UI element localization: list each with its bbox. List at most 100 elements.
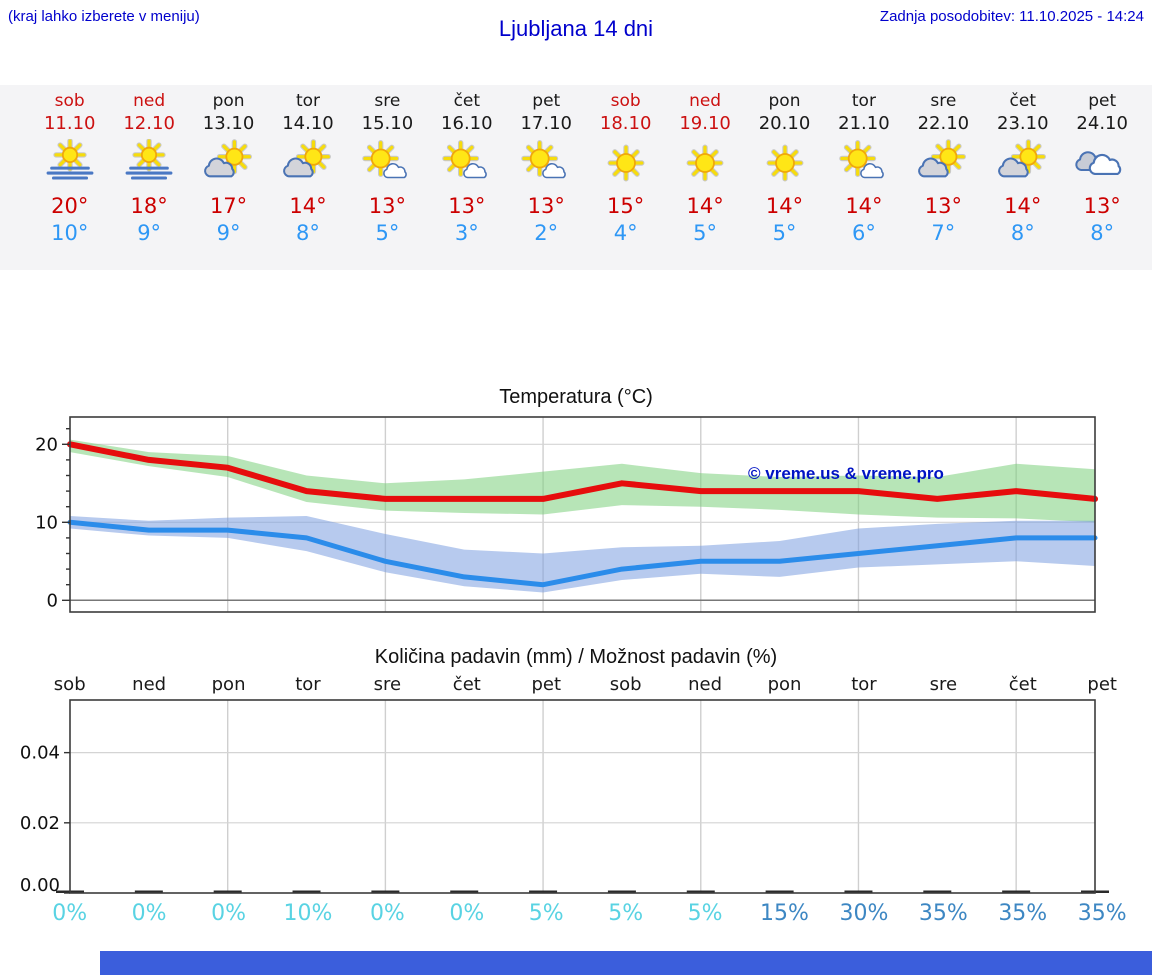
- svg-text:0: 0: [47, 590, 58, 611]
- low-temp: 2°: [534, 221, 559, 245]
- day-name: pon: [768, 91, 801, 111]
- menu-hint: (kraj lahko izberete v meniju): [8, 8, 200, 25]
- high-temp: 14°: [686, 194, 724, 218]
- day-date: 19.10: [679, 113, 731, 134]
- precip-probability: 0%: [52, 901, 88, 926]
- weather-icon-wrap: [837, 137, 891, 189]
- sun-fog-icon: [46, 139, 94, 180]
- day-name: pet: [1088, 91, 1117, 111]
- sun-fog-icon: [125, 139, 173, 180]
- day-column-14.10: tor 14.10 14° 8°: [268, 91, 347, 270]
- day-column-22.10: sre 22.10 13° 7°: [904, 91, 983, 270]
- precip-day-label: sob: [609, 674, 642, 695]
- precip-day-label: pet: [1087, 674, 1117, 695]
- temperature-chart-title: Temperatura (°C): [499, 386, 653, 408]
- sun-cloud-white-icon: [442, 140, 487, 179]
- watermark-link[interactable]: © vreme.us & vreme.pro: [748, 464, 944, 483]
- low-temp: 4°: [613, 221, 638, 245]
- precip-probability: 10%: [283, 901, 333, 926]
- sun-cloud-white-icon: [839, 140, 884, 179]
- precip-day-label: pon: [767, 674, 802, 695]
- day-column-11.10: sob 11.10 20° 10°: [30, 91, 109, 270]
- svg-text:0.00: 0.00: [20, 875, 60, 896]
- day-name: sob: [54, 91, 85, 111]
- forecast-strip: sob 11.10 20° 10° ned 12.10 18° 9° pon 13.10 17° 9°…: [0, 85, 1152, 270]
- cloudy-icon: [1075, 151, 1122, 175]
- precip-day-label: tor: [295, 674, 321, 695]
- precip-day-labels: sob ned pon tor sre čet pet sob ned pon tor sre čet p…: [0, 674, 1152, 695]
- day-column-15.10: sre 15.10 13° 5°: [348, 91, 427, 270]
- weather-icon-wrap: [996, 137, 1050, 189]
- precip-probability: 30%: [839, 901, 889, 926]
- weather-icon-wrap: [678, 137, 732, 189]
- day-name: sob: [610, 91, 641, 111]
- weather-icon-wrap: [519, 137, 573, 189]
- precip-probability: 0%: [211, 901, 246, 926]
- precip-probability: 5%: [687, 901, 723, 926]
- day-date: 16.10: [441, 113, 493, 134]
- precip-day-label: pet: [531, 674, 562, 695]
- high-temp: 17°: [209, 194, 248, 218]
- sun-cloud-gray-icon: [203, 139, 252, 178]
- precip-probability: 0%: [369, 901, 405, 926]
- last-update: Zadnja posodobitev: 11.10.2025 - 14:24: [879, 8, 1144, 25]
- precip-day-label: čet: [452, 674, 481, 695]
- day-name: tor: [851, 91, 876, 111]
- precip-day-label: tor: [851, 674, 877, 695]
- precip-probability: 5%: [528, 901, 564, 926]
- high-temp: 13°: [448, 194, 486, 218]
- day-column-18.10: sob 18.10 15° 4°: [586, 91, 665, 270]
- low-temp: 5°: [772, 221, 797, 245]
- weather-icon-wrap: [202, 137, 256, 189]
- weather-icon-wrap: [360, 137, 414, 189]
- day-name: tor: [295, 91, 320, 111]
- precip-day-label: ned: [688, 674, 723, 695]
- high-temp: 13°: [924, 194, 962, 218]
- day-column-23.10: čet 23.10 14° 8°: [983, 91, 1062, 270]
- precip-day-label: sre: [929, 674, 958, 695]
- high-temp: 14°: [1004, 194, 1042, 218]
- high-temp: 14°: [765, 194, 804, 218]
- low-temp: 10°: [51, 221, 89, 245]
- day-name: pon: [212, 91, 245, 111]
- low-temp: 8°: [296, 221, 320, 245]
- sun-icon: [686, 144, 724, 182]
- precip-probability: 35%: [1077, 901, 1127, 926]
- low-temp: 8°: [1090, 221, 1115, 245]
- high-temp: 18°: [130, 194, 168, 218]
- day-column-16.10: čet 16.10 13° 3°: [427, 91, 506, 270]
- weather-icon-wrap: [122, 137, 176, 189]
- precip-probability: 35%: [998, 901, 1048, 926]
- precip-probability: 0%: [131, 901, 167, 926]
- day-date: 15.10: [361, 113, 414, 134]
- day-date: 23.10: [997, 113, 1049, 134]
- weather-icon-wrap: [440, 137, 494, 189]
- svg-text:0.04: 0.04: [20, 743, 60, 764]
- precip-day-label: pon: [211, 674, 246, 695]
- day-name: ned: [133, 91, 166, 111]
- svg-text:20: 20: [35, 434, 58, 455]
- bottom-bar: [100, 951, 1152, 975]
- weather-icon-wrap: [758, 137, 812, 189]
- sun-cloud-gray-icon: [997, 139, 1046, 178]
- high-temp: 13°: [527, 194, 565, 218]
- sun-cloud-white-icon: [362, 140, 408, 179]
- day-name: ned: [689, 91, 722, 111]
- precip-probability: 5%: [608, 901, 644, 926]
- day-column-13.10: pon 13.10 17° 9°: [189, 91, 268, 270]
- low-temp: 3°: [454, 221, 479, 245]
- day-date: 13.10: [202, 113, 255, 134]
- day-date: 18.10: [599, 113, 652, 134]
- temperature-chart: 0 10 20: [35, 416, 1098, 613]
- day-name: pet: [532, 91, 561, 111]
- high-temp: 13°: [1083, 194, 1121, 218]
- weather-icon-wrap: [1075, 137, 1129, 189]
- low-temp: 9°: [216, 221, 241, 245]
- precip-day-label: sob: [53, 674, 86, 695]
- low-temp: 5°: [375, 221, 400, 245]
- day-column-17.10: pet 17.10 13° 2°: [507, 91, 586, 270]
- precip-day-label: sre: [373, 674, 402, 695]
- day-date: 22.10: [917, 113, 970, 134]
- weather-icon-wrap: [43, 137, 97, 189]
